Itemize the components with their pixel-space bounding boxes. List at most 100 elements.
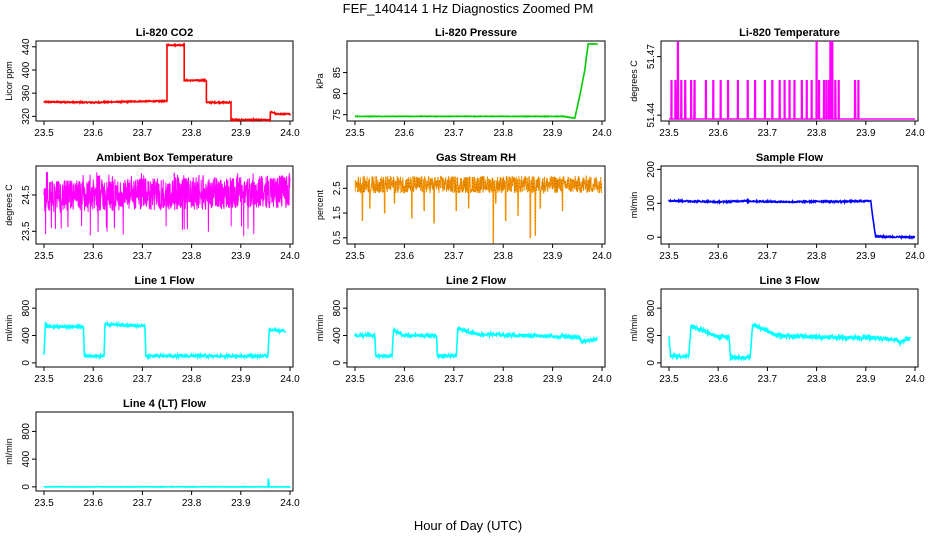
x-tick-label: 23.5 [345, 251, 365, 262]
x-tick-label: 23.5 [34, 498, 54, 509]
panel-title: Gas Stream RH [436, 152, 516, 164]
x-tick-label: 23.8 [182, 374, 202, 385]
panel-4: Ambient Box Temperature degrees C 23.5 23.6… [4, 152, 300, 262]
plot-frame [35, 288, 294, 368]
x-tick-label: 23.8 [493, 251, 513, 262]
x-tick-label: 23.7 [133, 251, 153, 262]
x-tick-label: 23.8 [182, 128, 202, 139]
y-tick-label: 800 [646, 299, 657, 316]
panel-10: Line 4 (LT) Flow ml/min 23.5 23.6 23.7 23.8 23… [4, 398, 300, 509]
y-tick-label: 0 [646, 360, 657, 366]
x-tick-label: 23.6 [83, 498, 103, 509]
series-dots [354, 175, 603, 244]
plot-frame [346, 40, 606, 122]
x-tick-label: 23.8 [493, 128, 513, 139]
series-line [43, 478, 291, 489]
y-axis-label: percent [315, 189, 325, 220]
y-axis-label: degrees C [629, 60, 639, 102]
plot-frame [660, 40, 919, 122]
y-axis-label: ml/min [629, 315, 639, 342]
x-tick-label: 23.7 [133, 374, 153, 385]
x-tick-label: 23.6 [83, 374, 103, 385]
panel-5: Gas Stream RH percent 23.5 23.6 23.7 23.8 23.9… [315, 152, 612, 262]
series-line [43, 42, 291, 123]
panel-title: Line 2 Flow [446, 275, 506, 287]
plot-frame [35, 40, 294, 122]
x-axis-title: Hour of Day (UTC) [413, 518, 523, 533]
y-tick-label: 400 [21, 450, 32, 467]
series-line [43, 320, 286, 361]
x-tick-label: 24.0 [592, 251, 612, 262]
y-tick-label: 23.5 [21, 221, 32, 241]
x-tick-label: 23.9 [231, 498, 251, 509]
y-axis-label: ml/min [315, 315, 325, 342]
plot-frame [35, 165, 294, 245]
x-tick-label: 23.9 [543, 251, 563, 262]
x-tick-label: 24.0 [905, 251, 925, 262]
x-tick-label: 23.7 [758, 251, 778, 262]
panel-2: Li-820 Pressure kPa 23.5 23.6 23.7 23.8 23.9 24… [315, 27, 612, 139]
x-tick-label: 23.7 [758, 374, 778, 385]
panel-title: Line 3 Flow [760, 275, 820, 287]
y-tick-label: 1.5 [332, 206, 343, 220]
x-tick-label: 23.6 [83, 128, 103, 139]
panel-7: Line 1 Flow ml/min 23.5 23.6 23.7 23.8 23.9 24.… [4, 275, 300, 385]
x-tick-label: 23.7 [758, 128, 778, 139]
y-axis-label: ml/min [629, 192, 639, 219]
panel-title: Sample Flow [756, 152, 824, 164]
x-tick-label: 24.0 [280, 251, 300, 262]
series-line [354, 175, 603, 244]
x-tick-label: 23.9 [543, 374, 563, 385]
plot-frame [346, 288, 606, 368]
x-tick-label: 23.7 [133, 498, 153, 509]
series-line [43, 171, 291, 237]
y-axis-label: kPa [315, 73, 325, 89]
series-line [668, 197, 916, 240]
panel-title: Li-820 CO2 [136, 27, 193, 39]
x-tick-label: 23.5 [345, 128, 365, 139]
x-tick-label: 23.5 [34, 128, 54, 139]
x-tick-label: 24.0 [280, 374, 300, 385]
y-tick-label: 400 [21, 327, 32, 344]
x-tick-label: 23.6 [708, 374, 728, 385]
y-tick-label: 100 [646, 195, 657, 212]
x-tick-label: 23.9 [856, 251, 876, 262]
y-tick-label: 75 [332, 109, 343, 121]
y-axis-label: ml/min [4, 438, 14, 465]
y-tick-label: 85 [332, 67, 343, 79]
x-tick-label: 23.9 [856, 128, 876, 139]
plot-frame [660, 165, 919, 245]
x-tick-label: 23.6 [708, 251, 728, 262]
y-axis-label: Licor ppm [4, 61, 14, 101]
panel-1: Li-820 CO2 Licor ppm 23.5 23.6 23.7 23.8 23.9 2… [4, 27, 300, 139]
x-tick-label: 23.5 [659, 374, 679, 385]
x-tick-label: 23.8 [182, 498, 202, 509]
x-tick-label: 23.8 [807, 251, 827, 262]
series-line [354, 42, 598, 120]
y-axis-label: ml/min [4, 315, 14, 342]
x-tick-label: 24.0 [592, 128, 612, 139]
x-tick-label: 23.9 [856, 374, 876, 385]
x-tick-label: 23.5 [345, 374, 365, 385]
x-tick-label: 23.7 [444, 374, 464, 385]
series-line [669, 40, 915, 120]
x-tick-label: 23.6 [83, 251, 103, 262]
y-tick-label: 24.5 [21, 185, 32, 205]
x-tick-label: 23.9 [543, 128, 563, 139]
x-tick-label: 23.6 [395, 251, 415, 262]
series-line [668, 322, 911, 362]
y-tick-label: 800 [332, 299, 343, 316]
x-tick-label: 24.0 [280, 128, 300, 139]
y-tick-label: 0.5 [332, 230, 343, 244]
y-tick-label: 0 [332, 360, 343, 366]
y-tick-label: 400 [646, 327, 657, 344]
x-tick-label: 23.9 [231, 251, 251, 262]
x-tick-label: 24.0 [280, 498, 300, 509]
x-tick-label: 23.5 [34, 251, 54, 262]
y-tick-label: 800 [21, 423, 32, 440]
figure-title: FEF_140414 1 Hz Diagnostics Zoomed PM [342, 1, 594, 16]
x-tick-label: 23.9 [231, 374, 251, 385]
panel-9: Line 3 Flow ml/min 23.5 23.6 23.7 23.8 23.9 24.… [629, 275, 925, 385]
x-tick-label: 23.8 [807, 128, 827, 139]
